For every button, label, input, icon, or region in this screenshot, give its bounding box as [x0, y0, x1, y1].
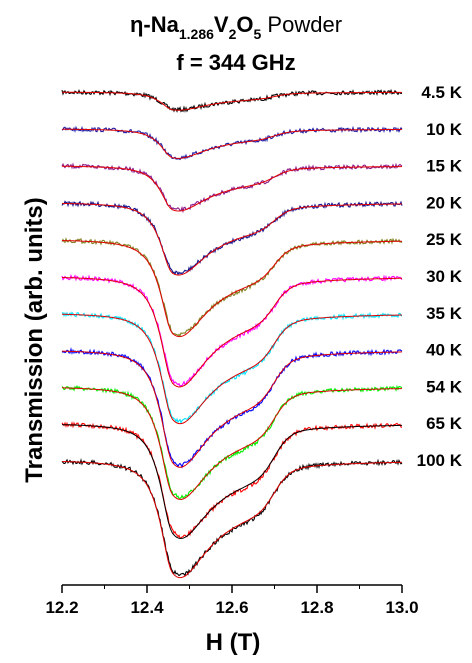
- series-fit-line: [62, 277, 403, 388]
- title-prefix: η-Na: [130, 12, 180, 37]
- series-temperature-label: 35 K: [426, 304, 463, 323]
- series-temperature-label: 100 K: [417, 451, 463, 470]
- series-fit-line: [61, 240, 402, 338]
- series-temperature-label: 54 K: [426, 377, 463, 396]
- series-temperature-label: 65 K: [426, 414, 463, 433]
- x-tick-label: 12.8: [300, 598, 333, 617]
- series-data-line: [61, 347, 403, 469]
- title-o: O: [236, 12, 253, 37]
- series-fit-line: [61, 424, 402, 540]
- x-axis-label: H (T): [206, 629, 261, 656]
- series-temperature-label: 20 K: [426, 193, 463, 212]
- series-temperature-label: 15 K: [426, 157, 463, 176]
- x-tick-label: 12.6: [215, 598, 248, 617]
- chart-subtitle: f = 344 GHz: [176, 50, 295, 75]
- series-temperature-label: 4.5 K: [421, 83, 462, 102]
- x-tick-label: 12.4: [130, 598, 164, 617]
- series-fit-line: [61, 387, 402, 501]
- chart-title: η-Na1.286V2O5 Powder: [130, 12, 342, 42]
- x-tick-label: 12.2: [45, 598, 78, 617]
- series-fit-line: [61, 461, 403, 579]
- series-temperature-label: 10 K: [426, 120, 463, 139]
- x-tick-label: 13.0: [385, 598, 418, 617]
- series-data-line: [61, 384, 403, 499]
- x-axis: 12.2 12.4 12.6 12.8 13.0: [45, 584, 419, 617]
- series-data-line: [61, 421, 403, 539]
- series-data-line: [61, 237, 403, 338]
- title-v: V: [214, 12, 229, 37]
- series-fit-line: [62, 91, 402, 111]
- series-data-line: [61, 88, 403, 113]
- title-sub-3: 5: [254, 26, 262, 42]
- series-data-line: [61, 125, 403, 161]
- series-data-line: [61, 311, 403, 425]
- series-fit-line: [61, 165, 402, 212]
- y-axis-label: Transmission (arb. units): [21, 197, 48, 482]
- temperature-labels: 4.5 K 10 K 15 K 20 K 25 K 30 K 35 K 40 K 54 K 65 …: [417, 83, 463, 470]
- series-temperature-label: 40 K: [426, 341, 463, 360]
- series-data-line: [61, 200, 403, 276]
- series-fit-line: [61, 350, 403, 468]
- title-sub-2: 2: [229, 26, 237, 42]
- series-temperature-label: 30 K: [426, 267, 463, 286]
- curves: [61, 88, 403, 579]
- series-fit-line: [62, 128, 403, 159]
- series-temperature-label: 25 K: [426, 230, 463, 249]
- title-sub-1: 1.286: [179, 26, 214, 42]
- series-fit-line: [61, 313, 402, 425]
- series-data-line: [61, 458, 403, 577]
- series-fit-line: [61, 202, 403, 276]
- series-data-line: [61, 274, 403, 387]
- title-suffix: Powder: [261, 12, 342, 37]
